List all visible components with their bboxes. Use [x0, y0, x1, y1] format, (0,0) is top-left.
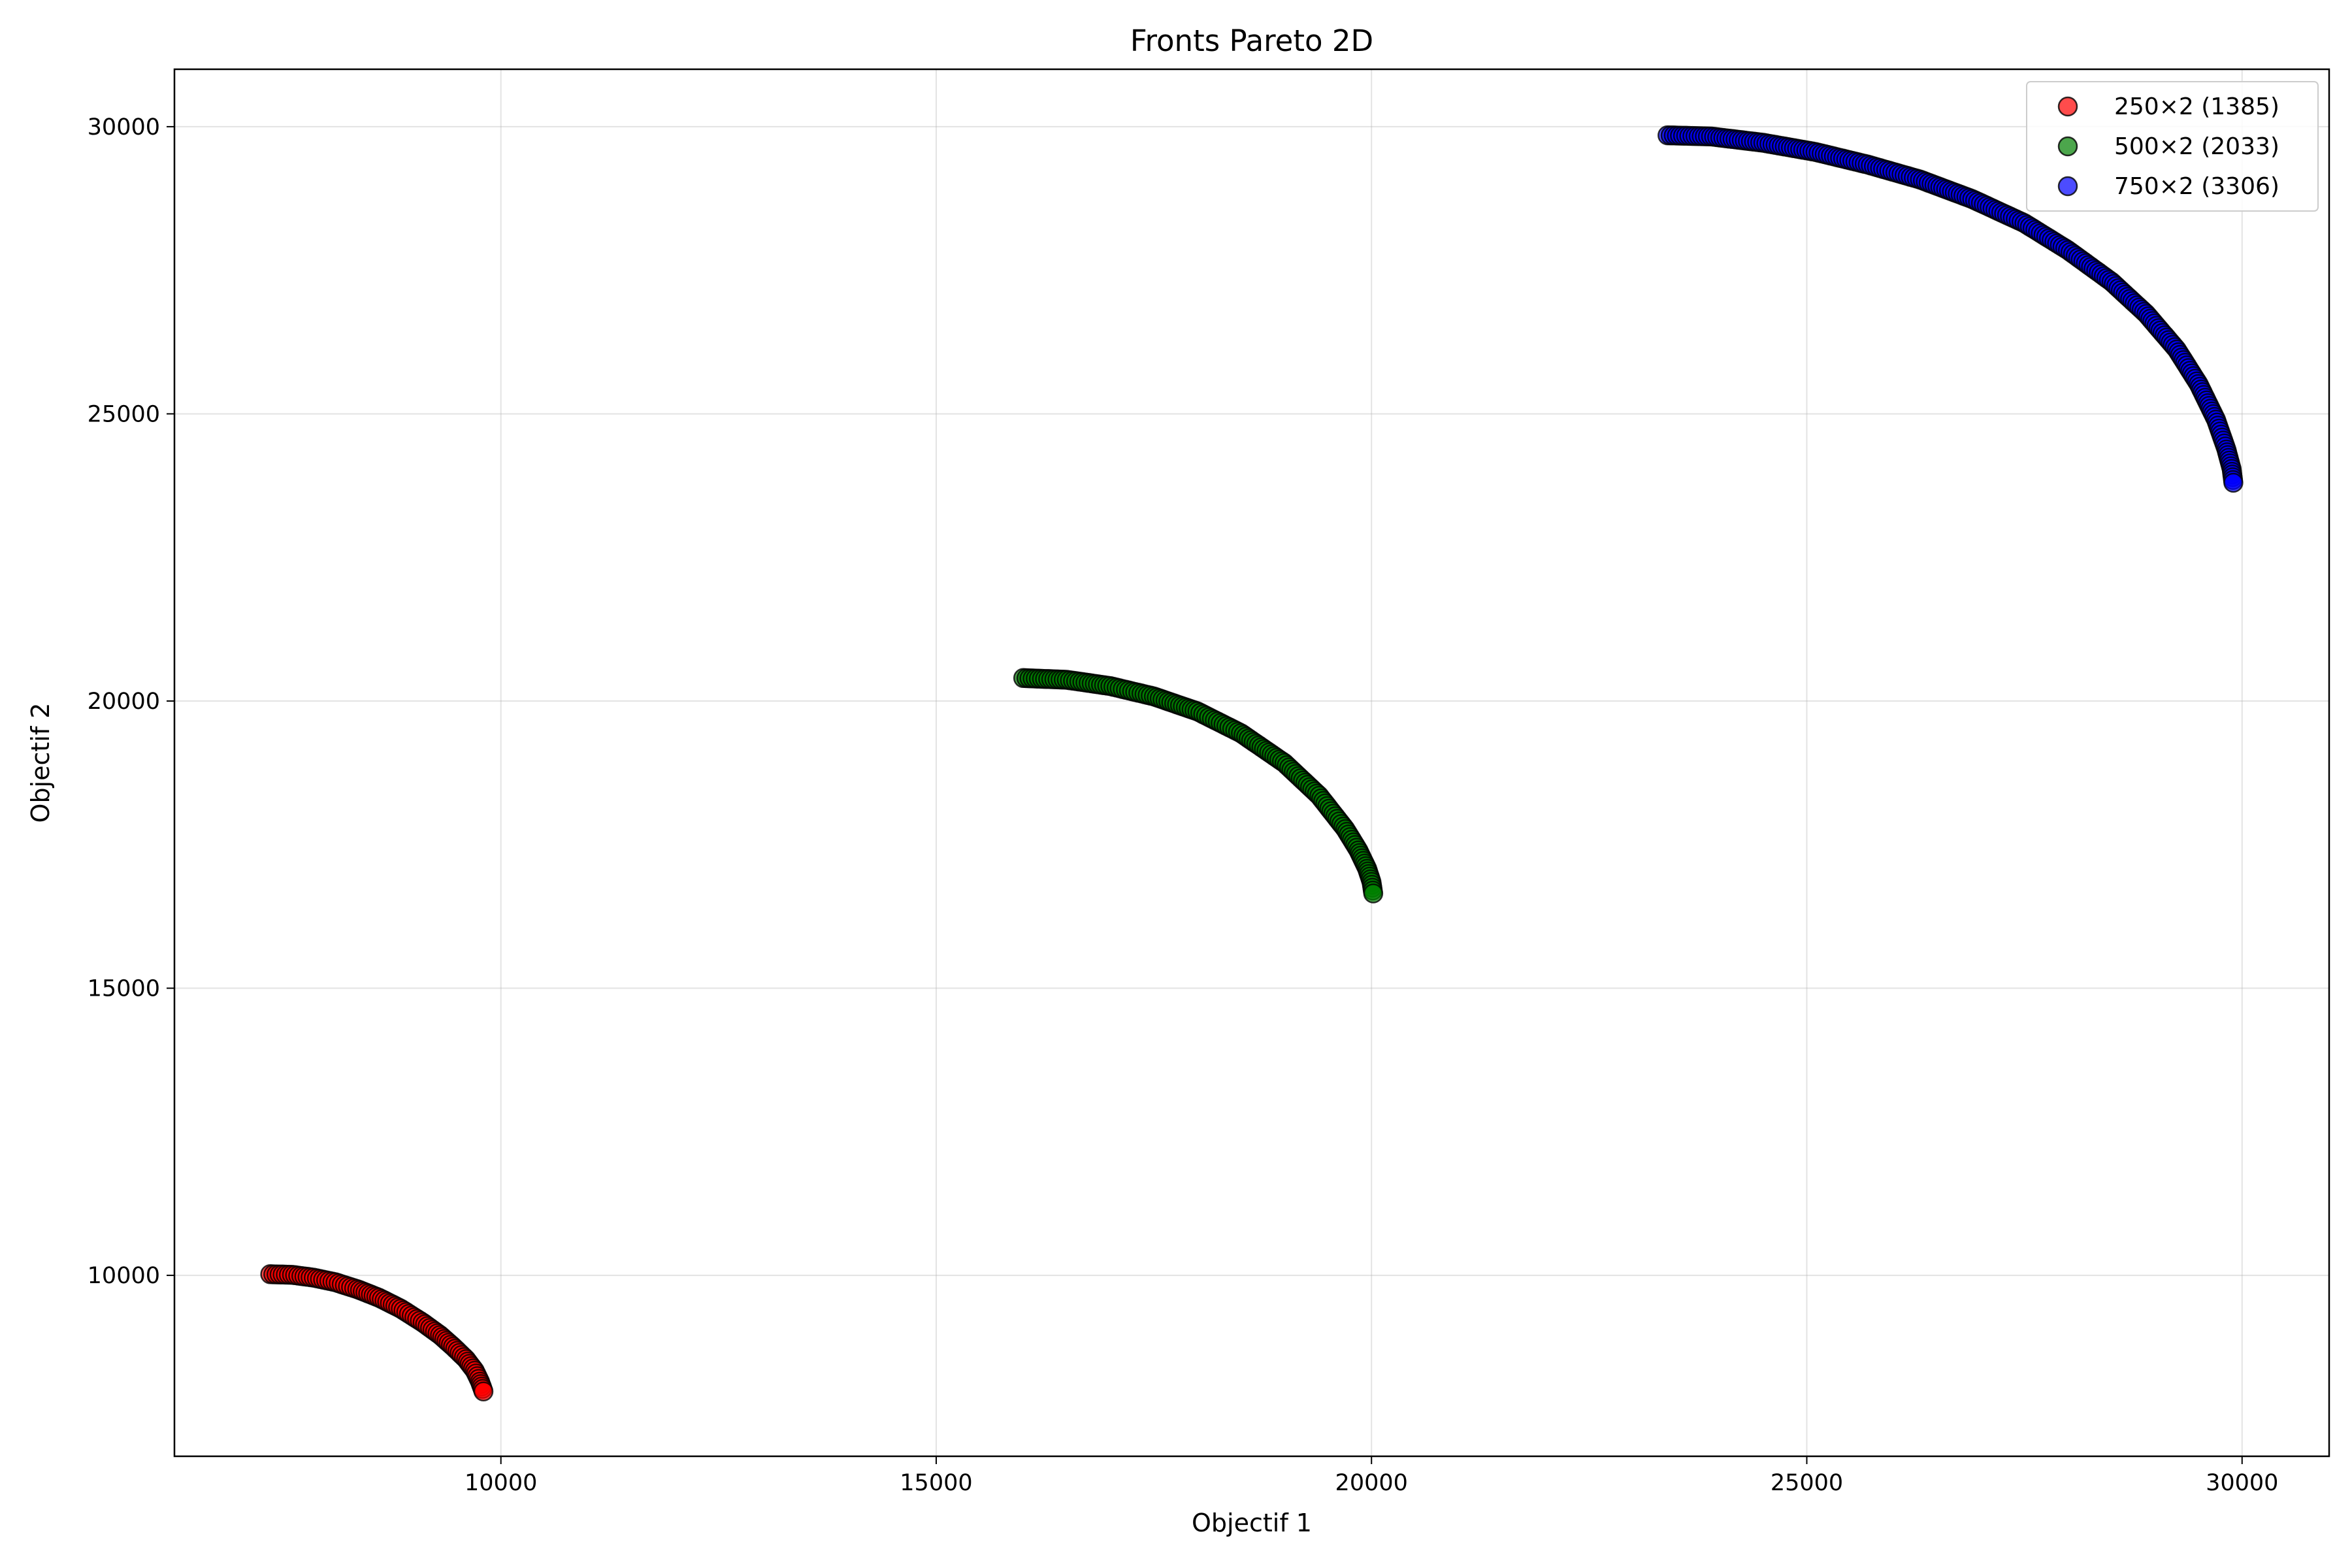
- y-tick-label: 25000: [88, 401, 160, 427]
- x-tick-label: 30000: [2206, 1470, 2278, 1496]
- plot-area: [260, 125, 2244, 1401]
- grid-lines: [174, 69, 2329, 1456]
- x-tick-label: 15000: [900, 1470, 972, 1496]
- legend-label: 500×2 (2033): [2114, 133, 2279, 160]
- legend-marker: [2057, 176, 2078, 197]
- axis-ticks: 10000 15000 20000 25000 30000 10000 15000 20000…: [88, 114, 2279, 1496]
- legend-label: 750×2 (3306): [2114, 173, 2279, 200]
- y-tick-label: 30000: [88, 114, 160, 140]
- y-tick-label: 10000: [88, 1263, 160, 1289]
- data-point: [473, 1381, 494, 1401]
- series-3: [1658, 125, 2244, 493]
- x-tick-label: 20000: [1335, 1470, 1408, 1496]
- chart-title: Fronts Pareto 2D: [1130, 24, 1373, 58]
- y-tick-label: 15000: [88, 976, 160, 1002]
- series-1: [260, 1264, 494, 1401]
- legend: 250×2 (1385) 500×2 (2033) 750×2 (3306): [2026, 81, 2319, 212]
- y-axis-label: Objectif 2: [26, 703, 55, 823]
- plot-frame: [173, 68, 2330, 1458]
- x-tick-label: 10000: [465, 1470, 537, 1496]
- x-axis-label: Objectif 1: [1192, 1509, 1312, 1537]
- y-tick-label: 20000: [88, 689, 160, 715]
- legend-marker: [2057, 136, 2078, 157]
- data-point: [2223, 472, 2244, 493]
- legend-marker: [2057, 96, 2078, 117]
- data-point: [1363, 883, 1384, 904]
- x-tick-label: 25000: [1771, 1470, 1843, 1496]
- legend-box: [2026, 81, 2319, 212]
- legend-label: 250×2 (1385): [2114, 93, 2279, 120]
- series-2: [1013, 668, 1384, 904]
